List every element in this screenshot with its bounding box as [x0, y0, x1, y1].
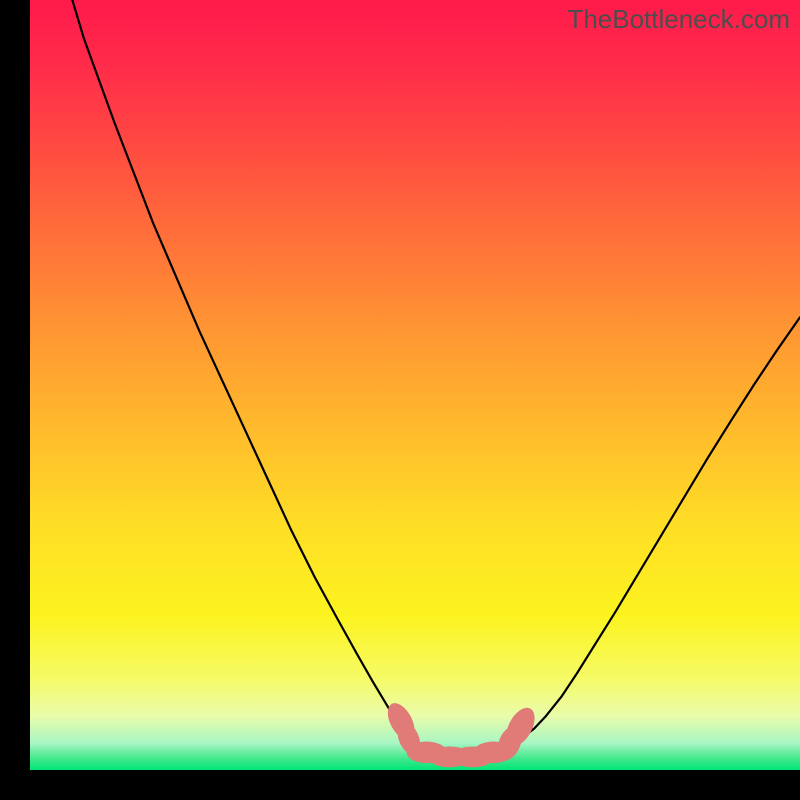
valley-marker-blob — [382, 699, 540, 768]
watermark-text: TheBottleneck.com — [567, 4, 790, 35]
figure-root: TheBottleneck.com — [0, 0, 800, 800]
bottleneck-curve — [72, 0, 800, 755]
svg-overlay — [30, 0, 800, 770]
plot-area — [30, 0, 800, 770]
